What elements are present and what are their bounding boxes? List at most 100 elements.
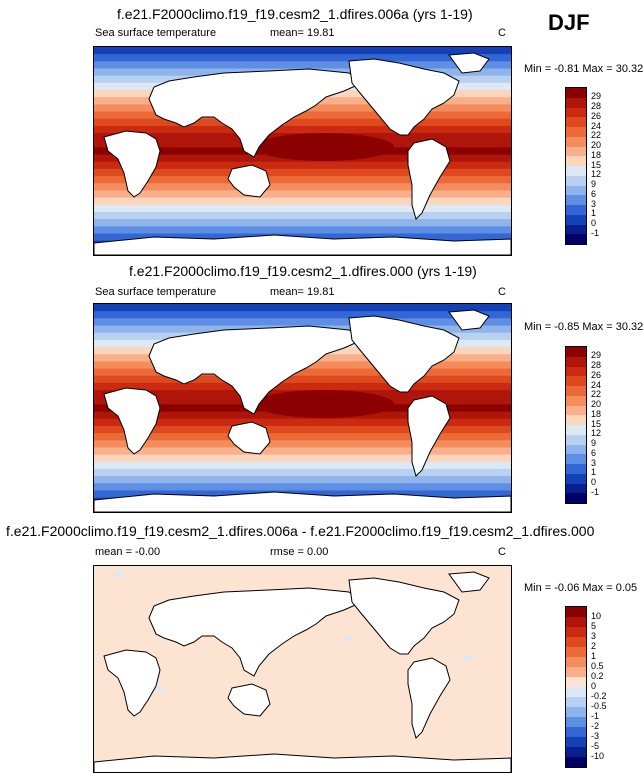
- colorbar-swatch: [566, 347, 586, 357]
- map-landmass: [448, 571, 490, 593]
- colorbar-swatch: [566, 454, 586, 464]
- map-anomaly-patch: [344, 636, 354, 641]
- colorbar-swatch: [566, 464, 586, 474]
- colorbar-tick-label: 18: [591, 408, 602, 419]
- map-temperature-band: [94, 219, 511, 227]
- colorbar-swatch: [566, 136, 586, 147]
- colorbar-swatch: [566, 707, 586, 717]
- colorbar-swatch: [566, 444, 586, 455]
- panel2-variable: Sea surface temperature: [95, 286, 217, 298]
- colorbar-tick-label: 26: [591, 369, 602, 380]
- colorbar-swatch: [566, 647, 586, 657]
- map-temperature-band: [94, 433, 511, 441]
- colorbar-tick-label: -0.5: [591, 700, 607, 711]
- colorbar-tick-label: 15: [591, 159, 602, 170]
- map-landmass: [227, 421, 271, 455]
- colorbar-tick-label: 2: [591, 640, 597, 651]
- map-landmass: [103, 130, 161, 198]
- colorbar-tick-label: -1: [591, 486, 600, 497]
- colorbar-swatch: [566, 405, 586, 416]
- colorbar-swatch: [566, 727, 586, 737]
- colorbar-swatch: [566, 175, 586, 186]
- map-landmass: [407, 138, 451, 220]
- colorbar-tick-label: -0.2: [591, 690, 607, 701]
- map-temperature-band: [94, 447, 511, 456]
- map-temperature-band: [94, 47, 511, 55]
- map-temperature-band: [94, 54, 511, 62]
- colorbar-swatch: [566, 425, 586, 435]
- map-temperature-band: [94, 425, 511, 434]
- panel1-map-svg: [94, 47, 511, 255]
- map-landmass: [148, 68, 363, 158]
- map-landmass: [94, 491, 511, 512]
- colorbar-swatch: [566, 127, 586, 137]
- colorbar-tick-label: -1: [591, 710, 600, 721]
- colorbar-swatch: [566, 607, 586, 617]
- colorbar-swatch: [566, 687, 586, 697]
- colorbar-tick-label: 29: [591, 91, 602, 102]
- panel1-minmax: Min = -0.81 Max = 30.32: [524, 63, 644, 75]
- colorbar-tick-label: -3: [591, 730, 600, 741]
- panel3-colorbar: [565, 606, 587, 768]
- colorbar-tick-label: 0.5: [591, 660, 604, 671]
- colorbar-swatch: [566, 747, 586, 757]
- map-landmass: [407, 395, 451, 477]
- colorbar-swatch: [566, 195, 586, 205]
- colorbar-tick-label: 0: [591, 680, 597, 691]
- colorbar-swatch: [566, 205, 586, 215]
- map-temperature-band: [94, 418, 511, 427]
- colorbar-tick-label: 12: [591, 169, 602, 180]
- panel1-colorbar: [565, 87, 587, 245]
- map-temperature-band: [94, 161, 511, 170]
- colorbar-swatch: [566, 717, 586, 727]
- map-temperature-band: [94, 197, 511, 206]
- colorbar-swatch: [566, 434, 586, 445]
- panel2-map: [93, 303, 512, 513]
- map-temperature-band: [94, 382, 511, 391]
- colorbar-swatch: [566, 737, 586, 747]
- map-temperature-band: [94, 125, 511, 134]
- colorbar-tick-label: 20: [591, 399, 602, 409]
- colorbar-swatch: [566, 493, 586, 503]
- colorbar-tick-label: 1: [591, 208, 597, 219]
- colorbar-tick-label: 28: [591, 101, 602, 111]
- colorbar-swatch: [566, 156, 586, 166]
- map-landmass: [103, 387, 161, 455]
- colorbar-swatch: [566, 473, 586, 484]
- map-temperature-band: [94, 318, 511, 327]
- map-temperature-band: [94, 375, 511, 384]
- colorbar-swatch: [566, 697, 586, 707]
- colorbar-tick-label: 29: [591, 350, 602, 361]
- panel2-title: f.e21.F2000climo.f19_f19.cesm2_1.dfires.…: [129, 263, 477, 279]
- map-landmass: [348, 577, 460, 655]
- colorbar-swatch: [566, 483, 586, 494]
- colorbar-tick-label: 10: [591, 610, 602, 621]
- colorbar-swatch: [566, 376, 586, 386]
- map-temperature-band: [94, 211, 511, 220]
- colorbar-swatch: [566, 617, 586, 627]
- colorbar-swatch: [566, 107, 586, 118]
- colorbar-tick-label: -1: [591, 227, 600, 238]
- colorbar-tick-label: 15: [591, 418, 602, 429]
- map-landmass: [148, 325, 363, 415]
- map-temperature-band: [94, 461, 511, 470]
- colorbar-swatch: [566, 166, 586, 176]
- colorbar-swatch: [566, 185, 586, 196]
- map-temperature-band: [94, 111, 511, 120]
- colorbar-tick-label: 24: [591, 120, 602, 131]
- colorbar-swatch: [566, 657, 586, 667]
- panel2-mean: mean= 19.81: [270, 286, 335, 298]
- map-temperature-band: [94, 311, 511, 319]
- colorbar-tick-label: 28: [591, 360, 602, 370]
- panel3-title: f.e21.F2000climo.f19_f19.cesm2_1.dfires.…: [6, 523, 595, 539]
- colorbar-tick-label: 26: [591, 110, 602, 121]
- colorbar-swatch: [566, 415, 586, 425]
- map-temperature-band: [94, 61, 511, 70]
- map-temperature-band: [94, 454, 511, 463]
- map-landmass: [227, 683, 271, 717]
- panel1-mean: mean= 19.81: [270, 27, 335, 39]
- colorbar-swatch: [566, 356, 586, 367]
- map-temperature-band: [94, 183, 511, 191]
- colorbar-tick-label: -10: [591, 750, 605, 761]
- colorbar-tick-label: 3: [591, 630, 597, 641]
